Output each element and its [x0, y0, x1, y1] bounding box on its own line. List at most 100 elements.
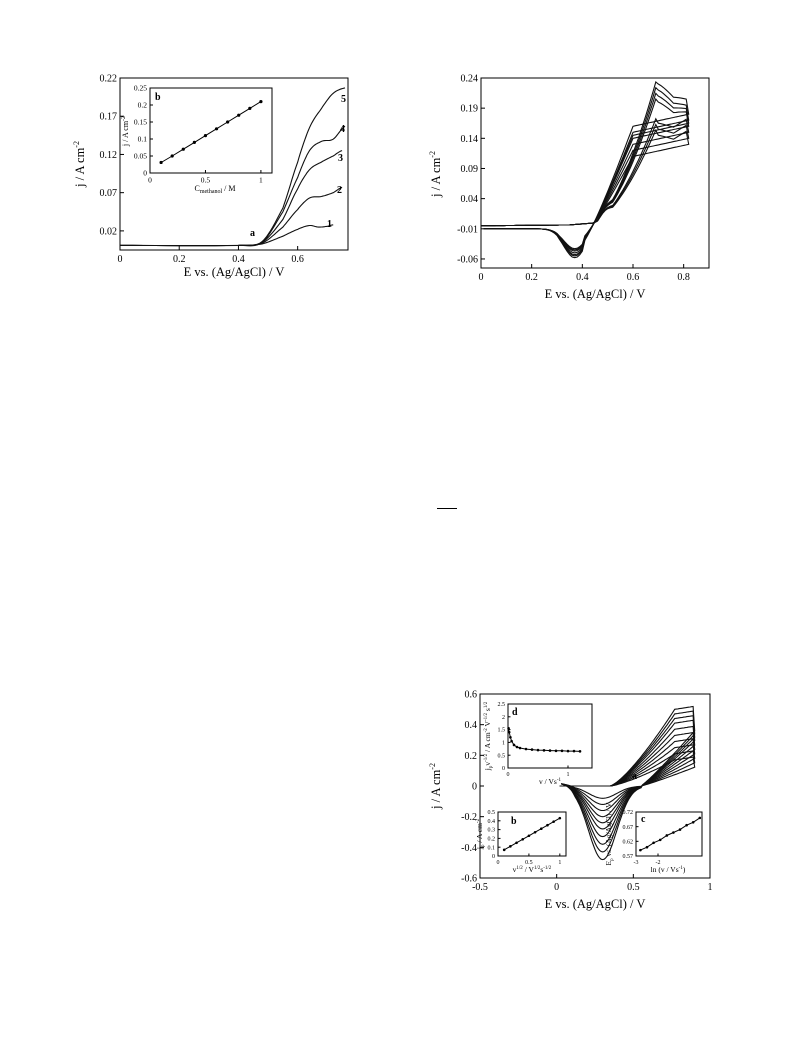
inset-frame-c-b — [497, 811, 567, 857]
inset-data-point — [192, 140, 196, 144]
chart-b: -0.06 -0.01 0.04 0.09 0.14 0.19 0.24 0 0.2 0.4 0.… — [428, 74, 710, 301]
cv-scan-10 — [559, 756, 696, 799]
axis-b-ytick-label: -0.01 — [457, 224, 478, 235]
series-curve-2 — [120, 186, 343, 247]
curve-label-a: a — [250, 228, 255, 239]
y-axis-label-c: j / A cm-2 — [428, 763, 443, 810]
axis-a-xtick-label: 0.6 — [291, 254, 304, 265]
axis-b-xtick-label: 0.4 — [576, 272, 589, 283]
axis-b-ytick-label: 0.19 — [461, 104, 479, 115]
inset-x-label-d: v / Vs-1 — [539, 777, 561, 786]
inset-data-point — [159, 160, 163, 165]
curve-label-3: 3 — [338, 153, 343, 164]
inset-b-ytick-label: 0 — [492, 854, 495, 860]
inset-data-point — [558, 816, 562, 820]
cv-cycle-5 — [481, 117, 690, 252]
inset-data-point — [554, 749, 558, 753]
inset-c-ytick-label: 0.72 — [623, 810, 634, 816]
inset-d-ytick-label: 1 — [502, 741, 505, 747]
y-axis-label-a: j / A cm-2 — [72, 141, 87, 188]
axis-a-ytick-label: 0.07 — [100, 188, 118, 199]
chart-a: 0.020.070.120.170.22 0 0.2 0.4 0.6 E vs. (A… — [72, 74, 349, 279]
inset-fit-line-a — [160, 101, 262, 163]
inset-data-point — [530, 748, 534, 751]
inset-data-point — [214, 127, 219, 131]
curve-label-1: 1 — [327, 219, 332, 230]
inset-d-xtick-label: 1 — [567, 772, 570, 778]
inset-a-ytick-label: 0.05 — [134, 152, 147, 161]
inset-data-point — [515, 745, 519, 749]
inset-b-ytick-label: 0.4 — [488, 819, 496, 825]
inset-data-point — [510, 739, 513, 743]
inset-data-point — [502, 848, 506, 852]
axis-c-xtick-label: 1 — [708, 882, 713, 893]
curve-label-5: 5 — [341, 94, 346, 105]
inset-label-b-c: b — [511, 816, 517, 827]
chart-c: -0.6 -0.4 -0.2 0 0.2 0.4 0.6 -0.5 0 0.5 1 a E vs.… — [428, 690, 713, 912]
inset-d-ytick-label: 2 — [502, 715, 505, 721]
axis-b-xtick-label: 0.8 — [677, 272, 690, 283]
inset-label-c: c — [641, 814, 646, 825]
inset-b-xtick-label: 0.5 — [525, 860, 533, 866]
inset-c-ytick-label: 0.67 — [623, 825, 634, 831]
inset-data-point — [639, 848, 642, 852]
axis-c-xtick-label: 0.5 — [627, 882, 640, 893]
inset-data-point — [542, 749, 546, 752]
axis-b-ytick-label: 0.14 — [461, 134, 479, 145]
axis-a-xtick-label: 0.4 — [232, 254, 245, 265]
inset-b-ytick-label: 0.2 — [488, 837, 496, 843]
inset-frame-c-c — [635, 811, 703, 857]
inset-data-point — [539, 827, 543, 831]
inset-y-label-d: jpv-1/2 / A cm-2 V-1/2 s1/2 — [483, 701, 494, 771]
inset-data-point — [533, 830, 537, 834]
inset-data-point — [552, 820, 555, 823]
axis-a-ytick-label: 0.17 — [100, 112, 118, 123]
inset-data-point — [658, 838, 662, 842]
axis-c-ytick-label: 0.2 — [465, 751, 478, 762]
inset-b-xtick-label: 1 — [558, 860, 561, 866]
inset-a-ytick-label: 0.15 — [134, 118, 147, 127]
axis-c-ytick-label: 0.6 — [465, 690, 478, 701]
inset-data-point — [698, 816, 702, 820]
inset-data-point — [536, 748, 540, 752]
inset-data-point — [259, 100, 263, 104]
inset-data-point — [566, 749, 570, 753]
axis-a-ytick-label: 0.22 — [100, 74, 118, 85]
inset-data-point — [527, 834, 531, 838]
inset-b-ytick-label: 0.5 — [488, 810, 496, 816]
inset-b-ytick-label: 0.3 — [488, 828, 496, 834]
inset-x-label-c: ln (v / Vs-1) — [651, 865, 686, 874]
series-curve-1 — [120, 224, 334, 247]
cv-cycle-1 — [481, 81, 690, 259]
inset-label-b: b — [155, 92, 161, 103]
inset-c-ytick-label: 0.57 — [623, 854, 634, 860]
inset-frame-a-b — [149, 87, 273, 174]
inset-data-point — [645, 845, 649, 849]
axis-a-xtick-label: 0 — [118, 254, 123, 265]
inset-data-point — [515, 841, 518, 845]
curve-label-2: 2 — [337, 185, 342, 196]
inset-y-label-a: j / A cm-2 — [121, 116, 130, 147]
inset-data-point — [237, 113, 241, 117]
inset-data-point — [672, 831, 675, 834]
plot-frame-a — [119, 77, 349, 251]
inset-a-ytick-label: 0.2 — [138, 101, 148, 110]
axis-b-xtick-label: 0 — [479, 272, 484, 283]
axis-b-ytick-label: 0.09 — [461, 164, 479, 175]
inset-data-point — [665, 834, 669, 837]
inset-y-label-c: Ep vs. (Ag/AgCl) / V — [604, 802, 615, 866]
inset-c-xtick-label: -3 — [634, 860, 639, 866]
cv-cycle-2 — [481, 86, 690, 257]
inset-data-point — [507, 727, 510, 730]
inset-data-point — [691, 820, 695, 824]
inset-data-point — [685, 823, 688, 827]
inset-data-point — [524, 747, 528, 751]
inset-x-label-b: v1/2 / V1/2s-1/2 — [513, 865, 552, 874]
axis-a-ytick-label: 0.02 — [100, 226, 118, 237]
inset-a-xtick-label: 0.5 — [201, 176, 211, 185]
stray-line — [437, 508, 457, 509]
inset-c-xtick-label: -2 — [656, 860, 661, 866]
axis-b-ytick-label: 0.04 — [461, 194, 479, 205]
axis-c-ytick-label: 0 — [472, 782, 477, 793]
inset-d-ytick-label: 2.5 — [498, 702, 506, 708]
